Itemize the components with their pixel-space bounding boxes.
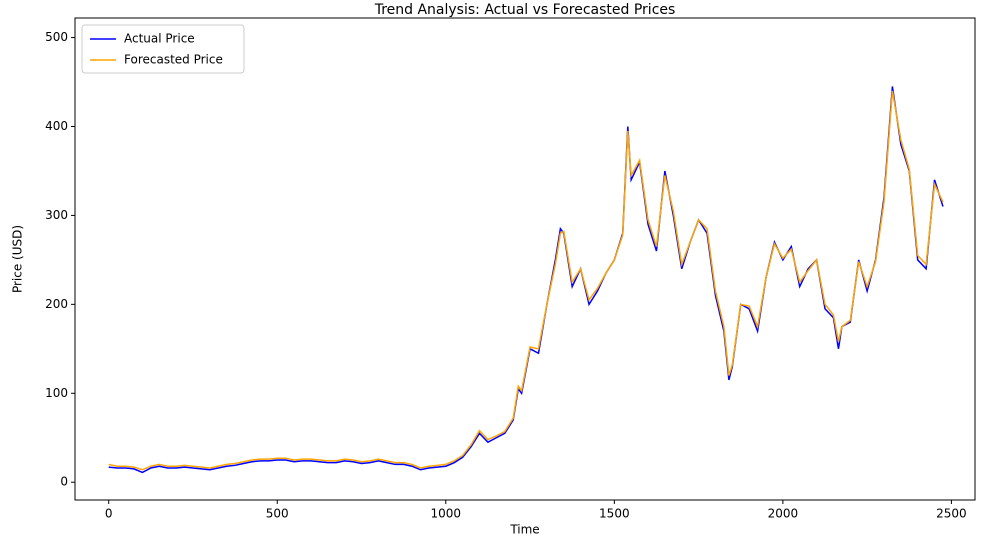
y-tick-label: 400	[45, 119, 68, 133]
y-tick-label: 300	[45, 208, 68, 222]
x-axis-label: Time	[509, 523, 539, 537]
x-tick-label: 1000	[431, 507, 462, 521]
x-tick-label: 1500	[599, 507, 630, 521]
series-line	[108, 90, 944, 471]
x-tick-label: 500	[266, 507, 289, 521]
y-axis-label: Price (USD)	[11, 225, 25, 293]
y-tick-label: 500	[45, 30, 68, 44]
series-line	[108, 86, 944, 474]
chart-title: Trend Analysis: Actual vs Forecasted Pri…	[374, 2, 676, 18]
legend-label: Forecasted Price	[124, 53, 223, 67]
x-tick-label: 2000	[768, 507, 799, 521]
legend-label: Actual Price	[124, 32, 195, 46]
x-tick-label: 2500	[936, 507, 967, 521]
legend-box	[81, 24, 245, 74]
y-tick-label: 100	[45, 386, 68, 400]
x-tick-label: 0	[105, 507, 113, 521]
y-tick-label: 200	[45, 297, 68, 311]
y-tick-label: 0	[60, 475, 68, 489]
plot-frame	[74, 17, 976, 501]
